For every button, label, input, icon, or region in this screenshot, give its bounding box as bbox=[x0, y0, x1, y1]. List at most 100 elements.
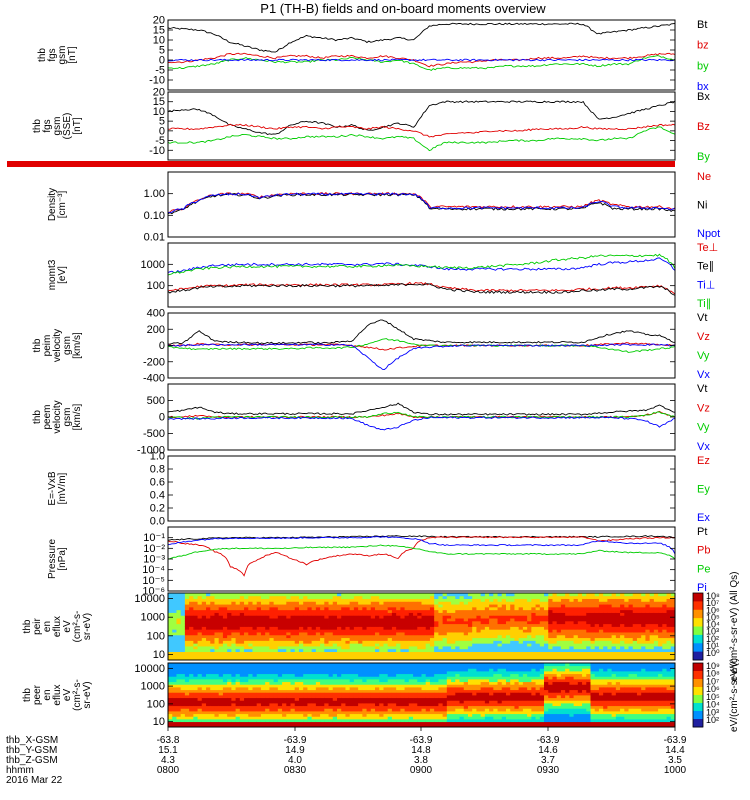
heatmap-cell bbox=[303, 719, 308, 723]
heatmap-cell bbox=[303, 646, 308, 650]
heatmap-cell bbox=[408, 689, 414, 693]
heatmap-cell bbox=[425, 646, 431, 650]
heatmap-cell bbox=[552, 657, 558, 661]
heatmap-cell bbox=[366, 598, 372, 602]
heatmap-cell bbox=[552, 601, 558, 605]
heatmap-cell bbox=[286, 601, 291, 605]
heatmap-cell bbox=[408, 697, 414, 701]
heatmap-cell bbox=[286, 604, 291, 608]
heatmap-cell bbox=[459, 697, 465, 701]
y-axis-label-line: gsm bbox=[52, 117, 63, 136]
heatmap-cell bbox=[518, 629, 524, 633]
heatmap-cell bbox=[218, 618, 224, 622]
y-tick-label: 0.2 bbox=[150, 503, 165, 515]
heatmap-cell bbox=[531, 651, 536, 655]
heatmap-cell bbox=[366, 601, 372, 605]
heatmap-cell bbox=[636, 618, 642, 622]
heatmap-cell bbox=[476, 673, 482, 677]
heatmap-cell bbox=[413, 681, 418, 685]
heatmap-cell bbox=[235, 705, 241, 709]
heatmap-cell bbox=[265, 700, 270, 704]
heatmap-cell bbox=[493, 637, 498, 641]
heatmap-cell bbox=[366, 629, 372, 633]
heatmap-cell bbox=[463, 676, 469, 680]
heatmap-cell bbox=[379, 695, 384, 699]
heatmap-cell bbox=[662, 604, 667, 608]
heatmap-cell bbox=[484, 601, 490, 605]
heatmap-cell bbox=[222, 703, 228, 707]
heatmap-cell bbox=[467, 721, 473, 725]
heatmap-cell bbox=[239, 595, 245, 599]
heatmap-cell bbox=[303, 629, 308, 633]
heatmap-cell bbox=[438, 687, 444, 691]
heatmap-cell bbox=[645, 609, 651, 613]
heatmap-cell bbox=[484, 697, 490, 701]
heatmap-cell bbox=[324, 679, 329, 683]
heatmap-cell bbox=[489, 700, 494, 704]
heatmap-cell bbox=[484, 679, 490, 683]
heatmap-cell bbox=[227, 713, 232, 717]
heatmap-cell bbox=[362, 695, 367, 699]
heatmap-cell bbox=[556, 640, 562, 644]
heatmap-cell bbox=[218, 648, 224, 653]
heatmap-cell bbox=[400, 648, 406, 653]
heatmap-cell bbox=[518, 632, 524, 636]
heatmap-cell bbox=[408, 593, 414, 597]
heatmap-cell bbox=[307, 684, 313, 688]
heatmap-cell bbox=[201, 724, 207, 728]
heatmap-cell bbox=[218, 651, 224, 655]
heatmap-cell bbox=[231, 632, 237, 636]
heatmap-cell bbox=[548, 632, 553, 636]
series-line-bz bbox=[167, 52, 676, 68]
heatmap-cell bbox=[362, 676, 367, 680]
heatmap-cell bbox=[379, 620, 384, 625]
heatmap-cell bbox=[239, 615, 245, 619]
heatmap-cell bbox=[307, 646, 313, 650]
heatmap-cell bbox=[387, 604, 393, 608]
heatmap-cell bbox=[265, 679, 270, 683]
heatmap-cell bbox=[413, 629, 418, 633]
heatmap-cell bbox=[425, 719, 431, 723]
heatmap-cell bbox=[506, 643, 511, 647]
heatmap-cell bbox=[290, 657, 296, 661]
heatmap-cell bbox=[176, 705, 182, 709]
heatmap-cell bbox=[463, 612, 469, 616]
heatmap-cell bbox=[311, 643, 317, 647]
heatmap-cell bbox=[252, 640, 258, 644]
heatmap-cell bbox=[328, 618, 334, 622]
heatmap-cell bbox=[277, 648, 283, 653]
heatmap-cell bbox=[244, 687, 249, 691]
heatmap-cell bbox=[463, 719, 469, 723]
heatmap-cell bbox=[315, 713, 321, 717]
heatmap-cell bbox=[214, 609, 220, 613]
heatmap-cell bbox=[624, 604, 629, 608]
heatmap-cell bbox=[603, 606, 608, 611]
heatmap-cell bbox=[594, 615, 600, 619]
heatmap-cell bbox=[615, 595, 621, 599]
heatmap-cell bbox=[210, 679, 215, 683]
heatmap-cell bbox=[324, 632, 329, 636]
heatmap-cell bbox=[172, 646, 177, 650]
heatmap-cell bbox=[383, 708, 389, 712]
heatmap-cell bbox=[501, 615, 507, 619]
heatmap-cell bbox=[269, 632, 275, 636]
heatmap-cell bbox=[282, 708, 287, 712]
heatmap-cell bbox=[404, 708, 410, 712]
heatmap-cell bbox=[180, 604, 186, 608]
heatmap-cell bbox=[514, 654, 520, 658]
heatmap-cell bbox=[218, 634, 224, 639]
legend-Vy: Vy bbox=[697, 422, 710, 434]
heatmap-cell bbox=[590, 593, 596, 597]
heatmap-cell bbox=[282, 629, 287, 633]
heatmap-cell bbox=[404, 620, 410, 625]
heatmap-cell bbox=[383, 705, 389, 709]
heatmap-cell bbox=[294, 724, 300, 728]
heatmap-cell bbox=[218, 692, 224, 696]
heatmap-cell bbox=[472, 684, 477, 688]
heatmap-cell bbox=[434, 648, 439, 653]
heatmap-cell bbox=[248, 676, 253, 680]
heatmap-cell bbox=[214, 606, 220, 611]
heatmap-cell bbox=[298, 612, 304, 616]
heatmap-cell bbox=[168, 665, 173, 669]
